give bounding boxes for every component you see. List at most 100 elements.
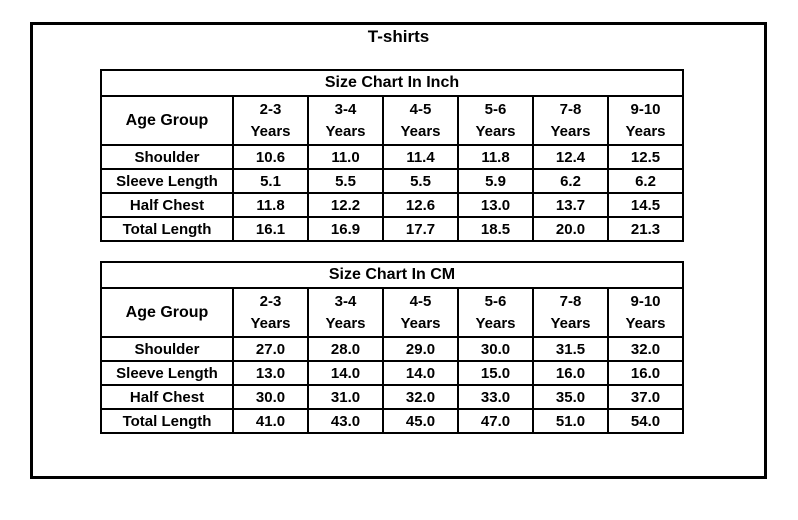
cell-value: 15.0 bbox=[457, 360, 534, 386]
size-chart-inch-table: Size Chart In Inch Age Group 2-3 Years 3… bbox=[100, 69, 684, 242]
age-column-header: 3-4 Years bbox=[307, 287, 384, 338]
cell-value: 16.0 bbox=[607, 360, 684, 386]
age-column-header: 5-6 Years bbox=[457, 95, 534, 146]
row-label: Sleeve Length bbox=[100, 168, 234, 194]
table-caption-row: Size Chart In CM bbox=[100, 261, 684, 289]
age-range-label: 2-3 bbox=[259, 292, 282, 310]
row-label: Shoulder bbox=[100, 336, 234, 362]
page-title: T-shirts bbox=[367, 27, 430, 46]
cell-value: 47.0 bbox=[457, 408, 534, 434]
cell-value: 17.7 bbox=[382, 216, 459, 242]
age-suffix-label: Years bbox=[250, 314, 291, 332]
cell-value: 14.0 bbox=[382, 360, 459, 386]
row-label: Half Chest bbox=[100, 384, 234, 410]
row-label: Shoulder bbox=[100, 144, 234, 170]
size-chart-cm-table: Size Chart In CM Age Group 2-3 Years 3-4… bbox=[100, 261, 684, 434]
cell-value: 13.0 bbox=[232, 360, 309, 386]
cell-value: 33.0 bbox=[457, 384, 534, 410]
row-label: Half Chest bbox=[100, 192, 234, 218]
row-label: Total Length bbox=[100, 408, 234, 434]
age-range-label: 5-6 bbox=[484, 100, 507, 118]
age-column-header: 9-10 Years bbox=[607, 95, 684, 146]
age-range-label: 4-5 bbox=[409, 292, 432, 310]
age-suffix-label: Years bbox=[475, 314, 516, 332]
cell-value: 35.0 bbox=[532, 384, 609, 410]
table-row: Total Length 41.0 43.0 45.0 47.0 51.0 54… bbox=[100, 408, 684, 434]
cell-value: 13.7 bbox=[532, 192, 609, 218]
cell-value: 51.0 bbox=[532, 408, 609, 434]
cell-value: 45.0 bbox=[382, 408, 459, 434]
table-row: Total Length 16.1 16.9 17.7 18.5 20.0 21… bbox=[100, 216, 684, 242]
cell-value: 5.5 bbox=[382, 168, 459, 194]
cell-value: 16.9 bbox=[307, 216, 384, 242]
cell-value: 31.5 bbox=[532, 336, 609, 362]
table-row: Shoulder 27.0 28.0 29.0 30.0 31.5 32.0 bbox=[100, 336, 684, 362]
age-column-header: 7-8 Years bbox=[532, 95, 609, 146]
table-caption-row: Size Chart In Inch bbox=[100, 69, 684, 97]
cell-value: 6.2 bbox=[607, 168, 684, 194]
cell-value: 5.5 bbox=[307, 168, 384, 194]
age-column-header: 2-3 Years bbox=[232, 95, 309, 146]
age-range-label: 5-6 bbox=[484, 292, 507, 310]
table-row: Half Chest 30.0 31.0 32.0 33.0 35.0 37.0 bbox=[100, 384, 684, 410]
cell-value: 30.0 bbox=[232, 384, 309, 410]
cell-value: 14.5 bbox=[607, 192, 684, 218]
cell-value: 16.1 bbox=[232, 216, 309, 242]
age-suffix-label: Years bbox=[550, 122, 591, 140]
age-suffix-label: Years bbox=[250, 122, 291, 140]
age-suffix-label: Years bbox=[400, 314, 441, 332]
table-header-row: Age Group 2-3 Years 3-4 Years 4-5 Years … bbox=[100, 95, 684, 146]
table-row: Sleeve Length 13.0 14.0 14.0 15.0 16.0 1… bbox=[100, 360, 684, 386]
cell-value: 29.0 bbox=[382, 336, 459, 362]
cell-value: 10.6 bbox=[232, 144, 309, 170]
cell-value: 12.2 bbox=[307, 192, 384, 218]
cell-value: 18.5 bbox=[457, 216, 534, 242]
age-suffix-label: Years bbox=[625, 314, 666, 332]
age-column-header: 4-5 Years bbox=[382, 287, 459, 338]
age-suffix-label: Years bbox=[550, 314, 591, 332]
cell-value: 11.4 bbox=[382, 144, 459, 170]
age-range-label: 3-4 bbox=[334, 292, 357, 310]
row-label: Total Length bbox=[100, 216, 234, 242]
age-range-label: 9-10 bbox=[630, 100, 661, 118]
cell-value: 54.0 bbox=[607, 408, 684, 434]
cell-value: 28.0 bbox=[307, 336, 384, 362]
age-range-label: 2-3 bbox=[259, 100, 282, 118]
age-column-header: 7-8 Years bbox=[532, 287, 609, 338]
cell-value: 11.8 bbox=[457, 144, 534, 170]
cell-value: 12.4 bbox=[532, 144, 609, 170]
age-column-header: 9-10 Years bbox=[607, 287, 684, 338]
cell-value: 41.0 bbox=[232, 408, 309, 434]
age-group-header: Age Group bbox=[100, 95, 234, 146]
cell-value: 12.5 bbox=[607, 144, 684, 170]
cell-value: 30.0 bbox=[457, 336, 534, 362]
age-suffix-label: Years bbox=[325, 314, 366, 332]
cell-value: 27.0 bbox=[232, 336, 309, 362]
table-header-row: Age Group 2-3 Years 3-4 Years 4-5 Years … bbox=[100, 287, 684, 338]
cell-value: 5.9 bbox=[457, 168, 534, 194]
cell-value: 32.0 bbox=[607, 336, 684, 362]
row-label: Sleeve Length bbox=[100, 360, 234, 386]
cell-value: 37.0 bbox=[607, 384, 684, 410]
cell-value: 14.0 bbox=[307, 360, 384, 386]
age-range-label: 7-8 bbox=[559, 292, 582, 310]
age-range-label: 9-10 bbox=[630, 292, 661, 310]
age-group-header: Age Group bbox=[100, 287, 234, 338]
age-range-label: 4-5 bbox=[409, 100, 432, 118]
table-row: Half Chest 11.8 12.2 12.6 13.0 13.7 14.5 bbox=[100, 192, 684, 218]
table-title: Size Chart In Inch bbox=[100, 69, 684, 97]
age-column-header: 2-3 Years bbox=[232, 287, 309, 338]
table-title: Size Chart In CM bbox=[100, 261, 684, 289]
age-suffix-label: Years bbox=[475, 122, 516, 140]
age-suffix-label: Years bbox=[325, 122, 366, 140]
cell-value: 11.0 bbox=[307, 144, 384, 170]
age-column-header: 3-4 Years bbox=[307, 95, 384, 146]
table-row: Shoulder 10.6 11.0 11.4 11.8 12.4 12.5 bbox=[100, 144, 684, 170]
cell-value: 5.1 bbox=[232, 168, 309, 194]
age-range-label: 3-4 bbox=[334, 100, 357, 118]
age-column-header: 4-5 Years bbox=[382, 95, 459, 146]
cell-value: 16.0 bbox=[532, 360, 609, 386]
cell-value: 11.8 bbox=[232, 192, 309, 218]
cell-value: 21.3 bbox=[607, 216, 684, 242]
